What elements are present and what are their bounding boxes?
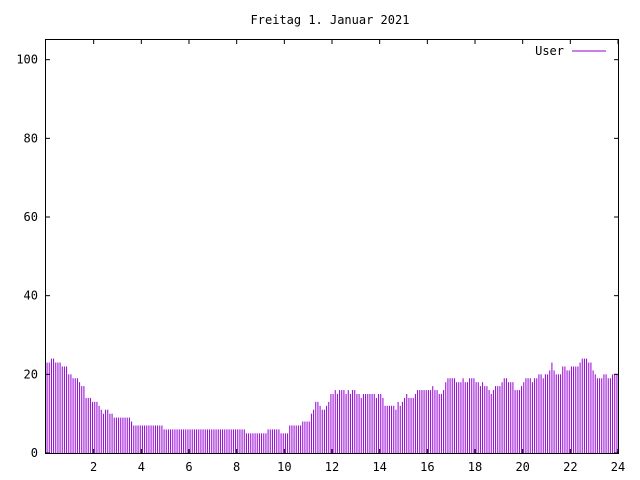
x-tick-label: 20: [515, 460, 529, 474]
x-axis-ticks: 2 4 6 8 10 12 14 16 18 20 22 24: [90, 40, 625, 474]
x-tick-label: 2: [90, 460, 97, 474]
x-tick-label: 6: [185, 460, 192, 474]
y-tick-label: 60: [24, 210, 38, 224]
legend-label: User: [535, 44, 564, 58]
x-tick-label: 8: [233, 460, 240, 474]
x-tick-label: 10: [277, 460, 291, 474]
chart-title: Freitag 1. Januar 2021: [251, 13, 410, 27]
y-tick-label: 40: [24, 289, 38, 303]
x-tick-label: 18: [468, 460, 482, 474]
y-tick-label: 80: [24, 131, 38, 145]
plot-frame: [45, 39, 619, 454]
y-axis-ticks: 0 20 40 60 80 100: [16, 53, 618, 460]
x-tick-label: 16: [420, 460, 434, 474]
x-tick-label: 4: [138, 460, 145, 474]
y-tick-label: 100: [16, 53, 38, 67]
x-tick-label: 24: [611, 460, 625, 474]
legend: User: [535, 44, 606, 58]
x-tick-label: 14: [372, 460, 386, 474]
y-tick-label: 0: [31, 446, 38, 460]
x-tick-label: 12: [325, 460, 339, 474]
x-tick-label: 22: [563, 460, 577, 474]
data-bars: [46, 358, 618, 453]
y-tick-label: 20: [24, 367, 38, 381]
